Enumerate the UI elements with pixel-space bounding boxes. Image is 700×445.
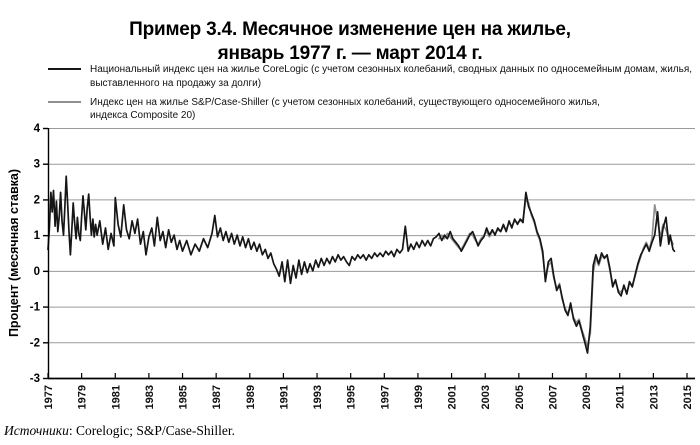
case-shiller-line-swatch (48, 100, 81, 103)
legend-item-corelogic: Национальный индекс цен на жилье CoreLog… (48, 63, 694, 91)
x-tick-label: 1977 (43, 385, 55, 409)
chart-title-line1: Пример 3.4. Месячное изменение цен на жи… (129, 18, 571, 40)
x-tick-label: 1983 (144, 385, 156, 409)
x-tick-label: 2003 (480, 385, 492, 409)
x-tick-label: 1991 (278, 385, 290, 409)
chart-title-line2: январь 1977 г. — март 2014 г. (217, 43, 483, 65)
x-tick-label: 1993 (312, 385, 324, 409)
corelogic-series-line (47, 175, 676, 354)
x-tick-label: 2005 (514, 385, 526, 409)
legend-label-corelogic: Национальный индекс цен на жилье CoreLog… (90, 64, 693, 89)
x-tick-label: 2013 (648, 385, 660, 409)
corelogic-line-swatch (48, 68, 81, 70)
x-tick-label: 2007 (547, 385, 559, 409)
case-shiller-series-line (438, 198, 674, 347)
y-tick-label: -1 (30, 302, 41, 314)
source-note-text: : Corelogic; S&P/Case-Shiller. (68, 423, 235, 438)
x-tick-label: 2009 (581, 385, 593, 409)
y-tick-label: 0 (34, 266, 40, 278)
x-tick-label: 1995 (346, 385, 358, 409)
y-tick-label: -2 (30, 337, 40, 349)
y-tick-label: 2 (34, 194, 40, 206)
x-tick-label: 1985 (178, 385, 190, 409)
source-note-label: Источники (4, 423, 69, 438)
y-tick-label: 3 (34, 159, 40, 171)
source-note: Источники: Corelogic; S&P/Case-Shiller. (4, 423, 235, 439)
y-tick-label: 1 (34, 230, 41, 242)
x-tick-label: 1989 (245, 385, 257, 409)
x-tick-label: 2015 (682, 385, 694, 409)
x-tick-label: 1979 (77, 385, 89, 409)
chart-title: Пример 3.4. Месячное изменение цен на жи… (0, 18, 700, 67)
legend-item-case-shiller: Индекс цен на жилье S&P/Case-Shiller (с … (48, 96, 694, 124)
y-tick-label: 4 (34, 123, 41, 135)
x-tick-label: 1997 (379, 385, 391, 409)
x-tick-label: 2011 (615, 385, 627, 409)
y-tick-label: -3 (30, 373, 40, 385)
legend: Национальный индекс цен на жилье CoreLog… (48, 63, 694, 128)
x-tick-label: 1999 (413, 385, 425, 409)
x-tick-label: 1987 (211, 385, 223, 409)
x-tick-label: 1981 (110, 385, 122, 409)
legend-label-case-shiller: Индекс цен на жилье S&P/Case-Shiller (с … (90, 96, 600, 122)
x-tick-label: 2001 (447, 385, 459, 409)
